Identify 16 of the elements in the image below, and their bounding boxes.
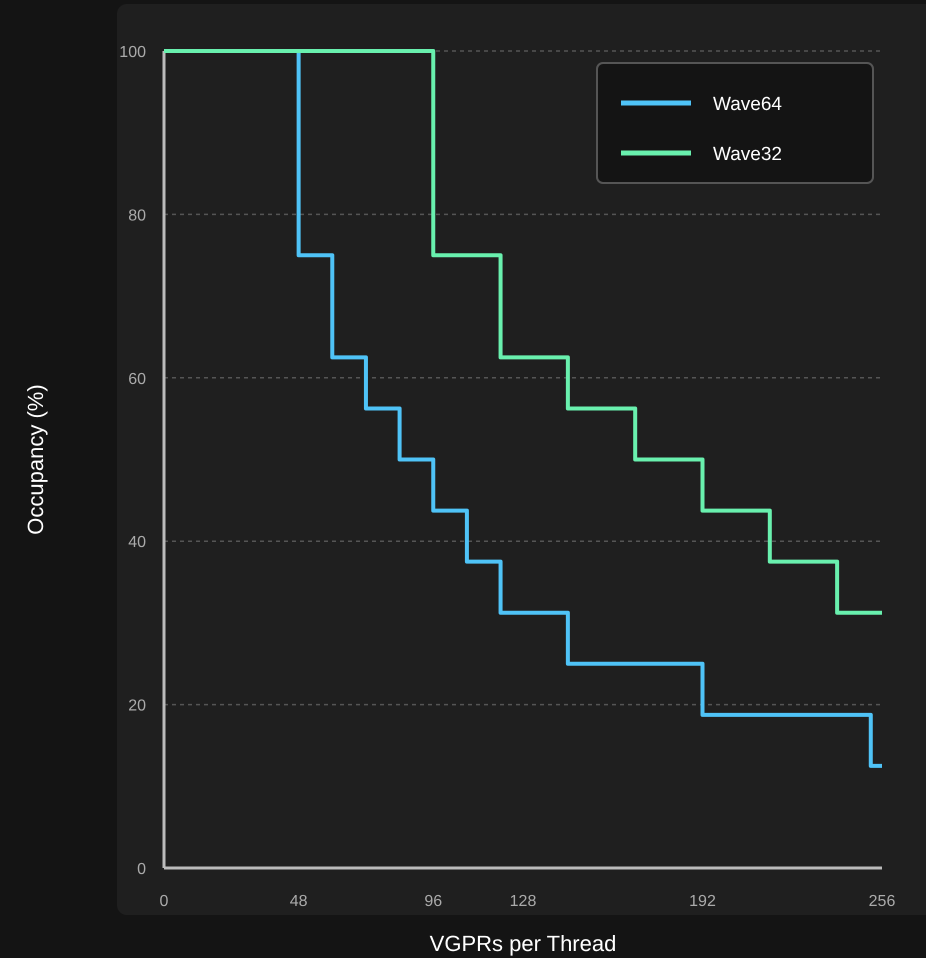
legend-label: Wave64 xyxy=(713,94,782,115)
x-tick-label: 192 xyxy=(689,893,716,910)
y-tick-label: 20 xyxy=(128,698,146,715)
x-axis-title: VGPRs per Thread xyxy=(430,931,616,956)
y-tick-label: 40 xyxy=(128,534,146,552)
y-tick-label: 100 xyxy=(119,44,146,61)
y-axis-title: Occupancy (%) xyxy=(23,384,48,535)
y-tick-label: 0 xyxy=(137,861,146,878)
y-tick-label: 60 xyxy=(128,370,146,388)
y-tick-label: 80 xyxy=(128,207,146,224)
x-tick-label: 0 xyxy=(160,893,169,910)
x-tick-label: 128 xyxy=(510,893,536,910)
x-tick-label: 96 xyxy=(424,893,442,910)
x-tick-label: 256 xyxy=(868,893,896,910)
legend-label: Wave32 xyxy=(713,144,782,165)
x-tick-label: 48 xyxy=(290,893,308,910)
